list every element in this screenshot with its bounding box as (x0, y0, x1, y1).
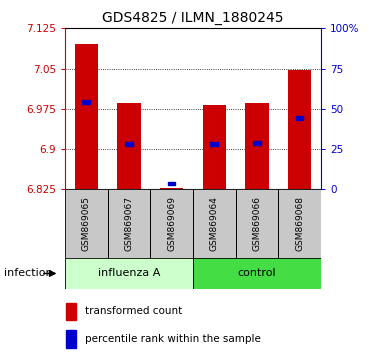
Text: percentile rank within the sample: percentile rank within the sample (85, 334, 260, 344)
Bar (236, 189, 278, 258)
Bar (193, 189, 236, 258)
Bar (245, 103, 269, 189)
Bar (278, 189, 321, 258)
Bar (210, 142, 218, 145)
Bar (278, 189, 321, 258)
Bar (296, 116, 303, 120)
Bar (117, 103, 141, 189)
Bar (193, 258, 321, 289)
Text: GSM869066: GSM869066 (252, 196, 262, 251)
Text: GSM869065: GSM869065 (82, 196, 91, 251)
Text: GSM869064: GSM869064 (210, 196, 219, 251)
Bar (65, 189, 108, 258)
Text: control: control (237, 268, 276, 279)
Bar (82, 100, 90, 104)
Bar (66, 303, 76, 320)
Text: influenza A: influenza A (98, 268, 160, 279)
Bar (108, 189, 150, 258)
Bar (125, 142, 133, 145)
Text: GSM869068: GSM869068 (295, 196, 304, 251)
Text: GSM869067: GSM869067 (124, 196, 134, 251)
Title: GDS4825 / ILMN_1880245: GDS4825 / ILMN_1880245 (102, 11, 284, 24)
Text: infection: infection (4, 268, 52, 279)
Bar (65, 258, 193, 289)
Bar (236, 189, 278, 258)
Bar (203, 104, 226, 189)
Bar (66, 331, 76, 348)
Bar (160, 188, 183, 189)
Bar (168, 182, 175, 185)
Bar (108, 189, 150, 258)
Bar (193, 189, 236, 258)
Text: GSM869069: GSM869069 (167, 196, 176, 251)
Bar (288, 70, 311, 189)
Bar (150, 189, 193, 258)
Bar (65, 189, 108, 258)
Bar (75, 45, 98, 189)
Text: transformed count: transformed count (85, 306, 182, 316)
Bar (65, 258, 193, 289)
Bar (193, 258, 321, 289)
Bar (150, 189, 193, 258)
Bar (253, 142, 261, 145)
